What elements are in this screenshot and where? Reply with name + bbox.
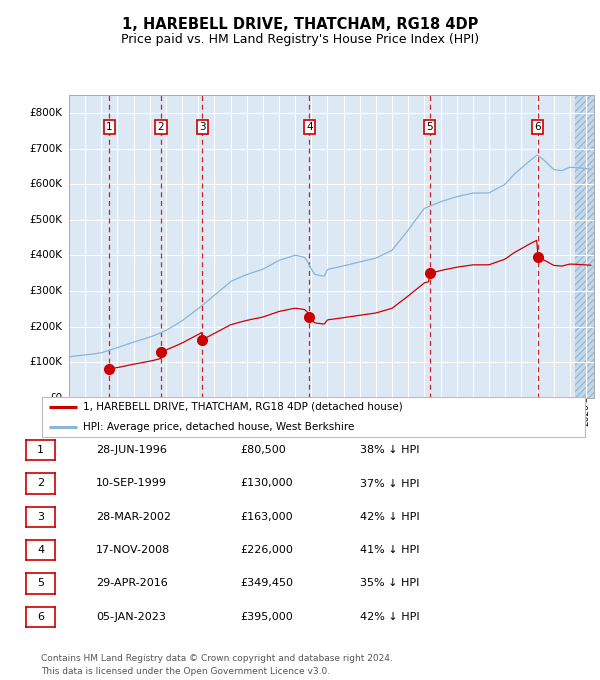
Text: £400K: £400K	[30, 250, 63, 260]
Text: 28-MAR-2002: 28-MAR-2002	[96, 512, 171, 522]
Text: 1: 1	[37, 445, 44, 455]
Text: £100K: £100K	[30, 357, 63, 367]
Text: 29-APR-2016: 29-APR-2016	[96, 579, 168, 588]
Text: Price paid vs. HM Land Registry's House Price Index (HPI): Price paid vs. HM Land Registry's House …	[121, 33, 479, 46]
Text: 1, HAREBELL DRIVE, THATCHAM, RG18 4DP: 1, HAREBELL DRIVE, THATCHAM, RG18 4DP	[122, 17, 478, 32]
Text: HPI: Average price, detached house, West Berkshire: HPI: Average price, detached house, West…	[83, 422, 354, 432]
Text: 5: 5	[427, 122, 433, 132]
Text: 2: 2	[158, 122, 164, 132]
Text: £80,500: £80,500	[240, 445, 286, 455]
Text: 6: 6	[535, 122, 541, 132]
Text: 4: 4	[306, 122, 313, 132]
Text: 10-SEP-1999: 10-SEP-1999	[96, 479, 167, 488]
Text: £226,000: £226,000	[240, 545, 293, 555]
Text: £700K: £700K	[30, 143, 63, 154]
Text: £349,450: £349,450	[240, 579, 293, 588]
Text: £0: £0	[50, 393, 63, 403]
Text: 05-JAN-2023: 05-JAN-2023	[96, 612, 166, 622]
Text: £600K: £600K	[30, 180, 63, 189]
Text: 28-JUN-1996: 28-JUN-1996	[96, 445, 167, 455]
Text: £500K: £500K	[30, 215, 63, 225]
Text: 6: 6	[37, 612, 44, 622]
Text: 38% ↓ HPI: 38% ↓ HPI	[360, 445, 419, 455]
Text: 17-NOV-2008: 17-NOV-2008	[96, 545, 170, 555]
Text: 4: 4	[37, 545, 44, 555]
Text: £163,000: £163,000	[240, 512, 293, 522]
Text: 35% ↓ HPI: 35% ↓ HPI	[360, 579, 419, 588]
Bar	[575, 95, 594, 398]
Text: 42% ↓ HPI: 42% ↓ HPI	[360, 512, 419, 522]
Text: £395,000: £395,000	[240, 612, 293, 622]
Text: £800K: £800K	[30, 108, 63, 118]
Text: 41% ↓ HPI: 41% ↓ HPI	[360, 545, 419, 555]
Text: 37% ↓ HPI: 37% ↓ HPI	[360, 479, 419, 488]
Text: 42% ↓ HPI: 42% ↓ HPI	[360, 612, 419, 622]
Text: 3: 3	[199, 122, 205, 132]
Text: £130,000: £130,000	[240, 479, 293, 488]
Text: £300K: £300K	[30, 286, 63, 296]
Text: 3: 3	[37, 512, 44, 522]
Text: £200K: £200K	[30, 322, 63, 332]
Text: 1: 1	[106, 122, 113, 132]
Text: 5: 5	[37, 579, 44, 588]
Text: 2: 2	[37, 479, 44, 488]
Text: Contains HM Land Registry data © Crown copyright and database right 2024.
This d: Contains HM Land Registry data © Crown c…	[41, 654, 392, 676]
Bar	[575, 95, 594, 398]
Text: 1, HAREBELL DRIVE, THATCHAM, RG18 4DP (detached house): 1, HAREBELL DRIVE, THATCHAM, RG18 4DP (d…	[83, 402, 403, 412]
